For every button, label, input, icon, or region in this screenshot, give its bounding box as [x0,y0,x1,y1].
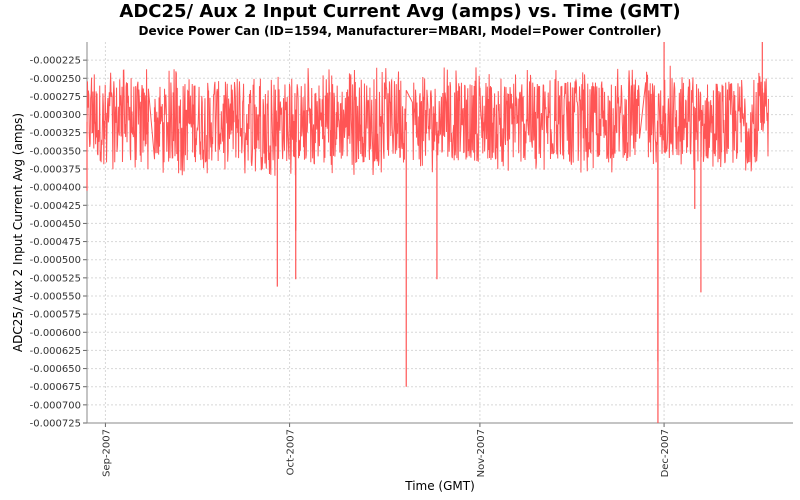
y-tick-label: -0.000225 [30,56,81,67]
y-tick-label: -0.000550 [30,292,81,303]
x-tick-label: Sep-2007 [101,429,112,477]
y-tick-label: -0.000475 [30,237,81,248]
plot-area [87,42,793,423]
x-tick-label: Nov-2007 [476,429,487,477]
y-tick-label: -0.000600 [30,328,81,339]
y-axis-label: ADC25/ Aux 2 Input Current Avg (amps) [11,113,25,352]
y-tick-label: -0.000275 [30,92,81,103]
y-tick-label: -0.000375 [30,165,81,176]
y-tick-label: -0.000350 [30,146,81,157]
y-tick-label: -0.000625 [30,346,81,357]
x-axis-label: Time (GMT) [404,479,475,493]
x-tick-label: Oct-2007 [286,429,297,475]
y-tick-label: -0.000725 [30,419,81,430]
y-tick-label: -0.000575 [30,310,81,321]
y-tick-label: -0.000700 [30,400,81,411]
chart-title: ADC25/ Aux 2 Input Current Avg (amps) vs… [119,1,681,22]
y-tick-label: -0.000675 [30,382,81,393]
y-tick-label: -0.000250 [30,74,81,85]
chart-subtitle: Device Power Can (ID=1594, Manufacturer=… [138,24,662,38]
y-tick-label: -0.000300 [30,110,81,121]
y-tick-label: -0.000450 [30,219,81,230]
y-tick-label: -0.000400 [30,183,81,194]
x-tick-label: Dec-2007 [660,429,671,477]
y-tick-label: -0.000425 [30,201,81,212]
y-tick-label: -0.000500 [30,255,81,266]
y-tick-label: -0.000325 [30,128,81,139]
y-tick-label: -0.000650 [30,364,81,375]
y-tick-label: -0.000525 [30,273,81,284]
